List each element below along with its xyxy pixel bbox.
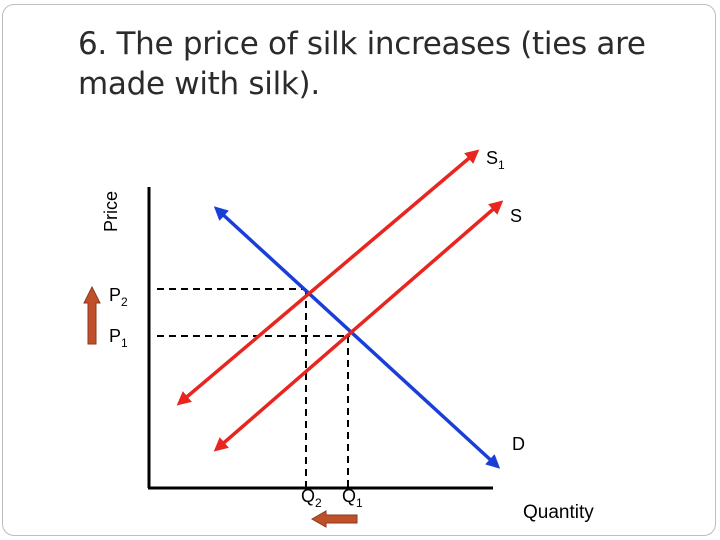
supply-curve-s1 — [176, 149, 480, 406]
demand-curve — [213, 206, 501, 469]
p2-label: P2 — [109, 285, 128, 309]
title-line-1: 6. The price of silk increases (ties are — [78, 26, 646, 62]
price-increase-arrow-icon — [83, 285, 101, 345]
slide-title: 6. The price of silk increases (ties are… — [78, 24, 678, 104]
quantity-decrease-arrow-icon — [310, 510, 358, 528]
s1-label: S1 — [486, 148, 505, 172]
s-label: S — [510, 206, 522, 226]
y-axis-label: Price — [101, 191, 121, 232]
title-line-2: made with silk). — [78, 66, 320, 102]
supply-curve-s — [213, 200, 504, 452]
q2-label: Q2 — [301, 486, 322, 510]
x-axis-label: Quantity — [523, 502, 594, 523]
p1-label: P1 — [109, 326, 128, 350]
d-label: D — [512, 434, 525, 454]
q1-label: Q1 — [342, 486, 363, 510]
